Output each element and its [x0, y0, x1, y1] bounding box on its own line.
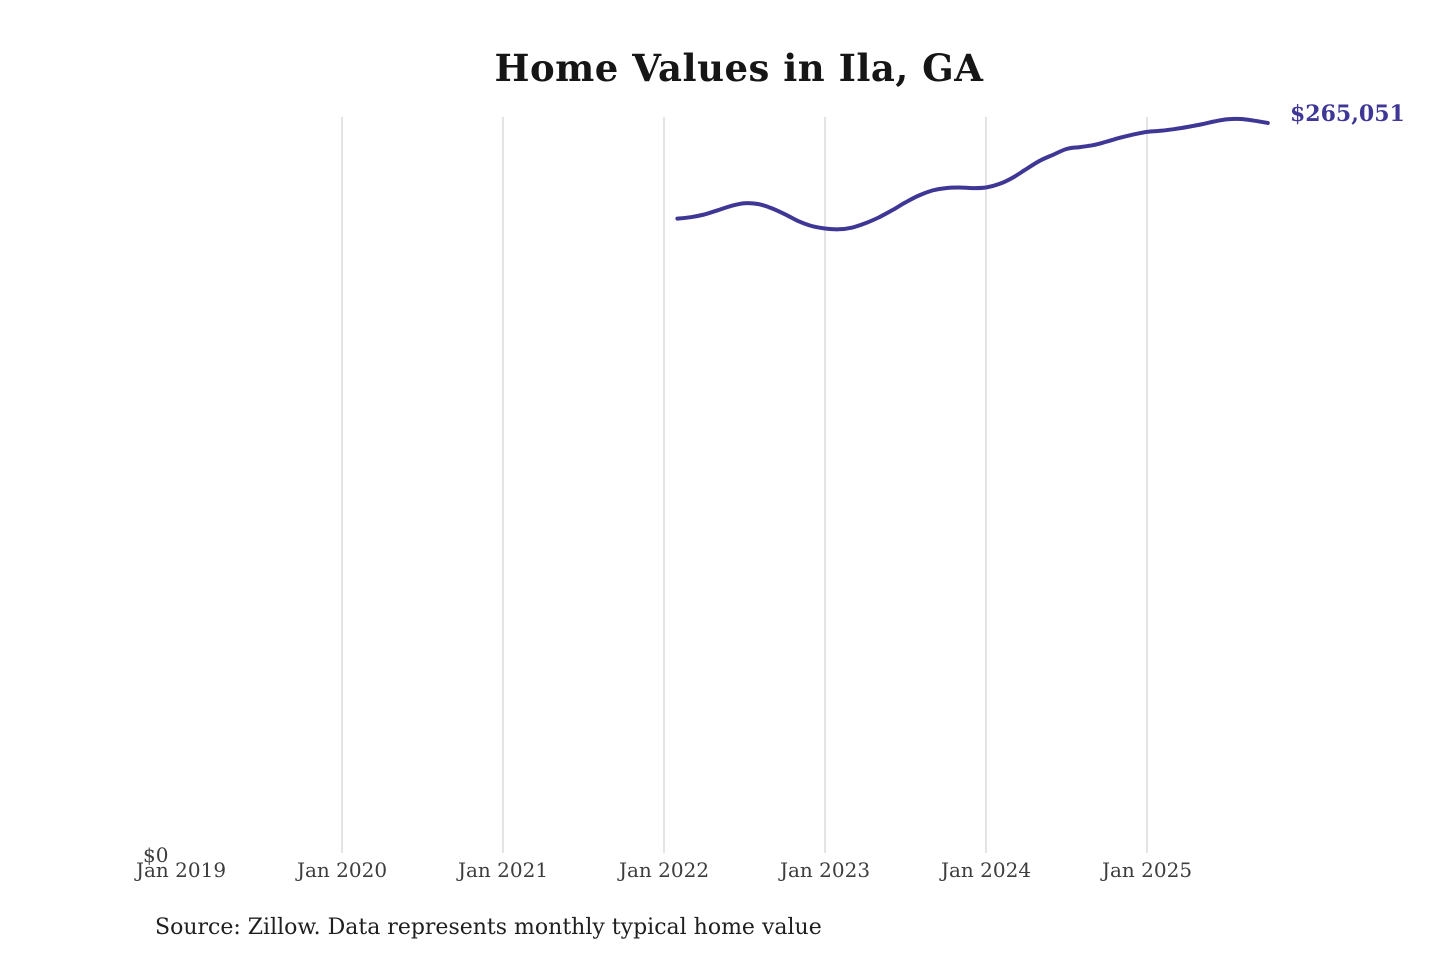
x-axis-tick-label: Jan 2022 — [618, 858, 710, 882]
source-note: Source: Zillow. Data represents monthly … — [155, 915, 822, 940]
x-axis-tick-label: Jan 2020 — [296, 858, 388, 882]
x-axis-tick-label: Jan 2025 — [1101, 858, 1193, 882]
gridlines — [341, 117, 1148, 853]
chart-title: Home Values in Ila, GA — [494, 46, 984, 90]
x-axis-tick-label: Jan 2021 — [457, 858, 549, 882]
latest-value-label: $265,051 — [1290, 101, 1405, 127]
x-axis-tick-label: Jan 2019 — [135, 858, 227, 882]
y-axis-zero-label: $0 — [143, 843, 169, 867]
x-axis-tick-label: Jan 2024 — [940, 858, 1032, 882]
home-value-line — [675, 116, 1270, 232]
x-axis-tick-label: Jan 2023 — [779, 858, 871, 882]
